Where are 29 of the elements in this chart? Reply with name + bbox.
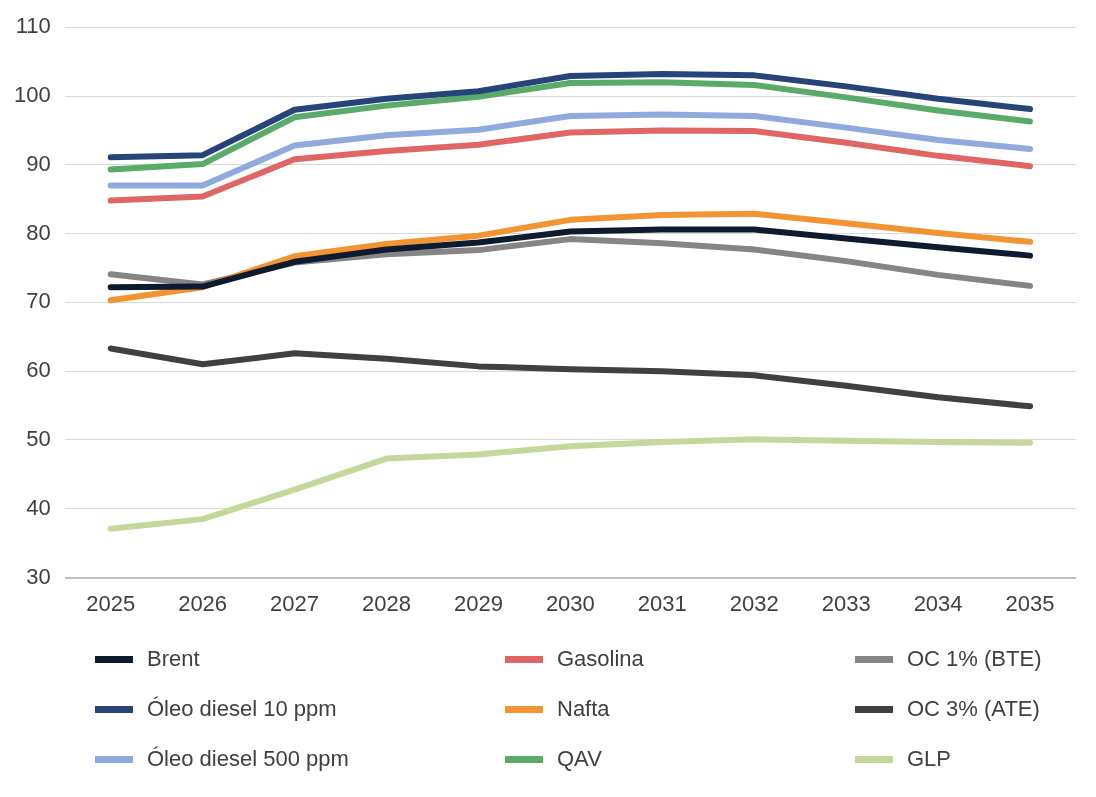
legend-label: Gasolina	[557, 646, 644, 672]
legend-label: Óleo diesel 500 ppm	[147, 746, 349, 772]
x-tick-label: 2030	[545, 590, 595, 616]
y-tick-label: 80	[26, 219, 51, 245]
y-tick-label: 30	[26, 563, 51, 589]
y-tick-label: 90	[26, 150, 51, 176]
x-tick-label: 2035	[1005, 590, 1055, 616]
x-tick-label: 2027	[270, 590, 320, 616]
y-tick-label: 40	[26, 494, 51, 520]
x-tick-label: 2025	[86, 590, 136, 616]
legend-label: Brent	[147, 646, 200, 672]
y-tick-label: 60	[26, 357, 51, 383]
legend-label: OC 1% (BTE)	[907, 646, 1042, 672]
x-tick-label: 2029	[453, 590, 503, 616]
y-tick-label: 100	[13, 82, 51, 108]
legend-label: Nafta	[557, 696, 610, 722]
legend-label: GLP	[907, 746, 952, 772]
legend-label: Óleo diesel 10 ppm	[147, 696, 337, 722]
y-tick-label: 110	[15, 13, 51, 39]
legend-label: OC 3% (ATE)	[907, 696, 1040, 722]
x-tick-label: 2031	[637, 590, 687, 616]
x-tick-label: 2032	[729, 590, 779, 616]
x-tick-label: 2026	[178, 590, 228, 616]
y-tick-label: 50	[26, 426, 51, 452]
x-tick-label: 2033	[821, 590, 871, 616]
x-tick-label: 2034	[913, 590, 963, 616]
y-tick-label: 70	[26, 288, 51, 314]
legend-label: QAV	[557, 746, 602, 772]
x-tick-label: 2028	[362, 590, 411, 616]
